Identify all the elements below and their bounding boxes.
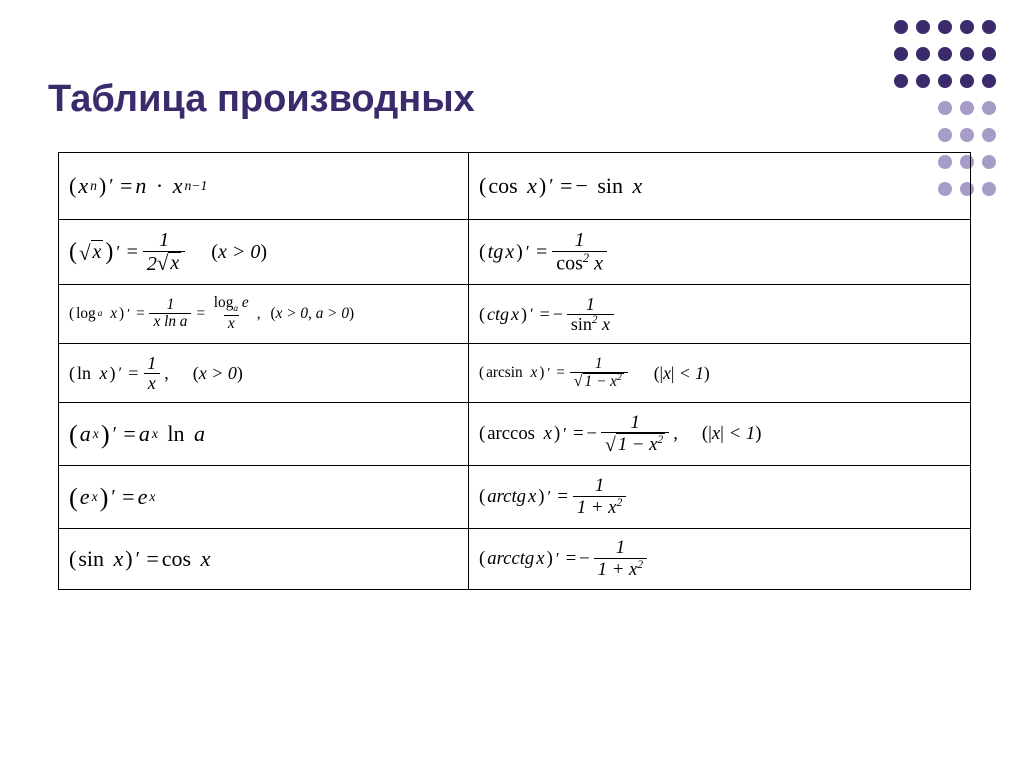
decor-dot [916, 20, 930, 34]
table-row: (ax)′ = ax ln a (arccos x)′ = − 1 √1 − x… [59, 403, 971, 466]
cell-arctg: (arctgx)′ = 1 1 + x2 [469, 466, 971, 529]
cell-sqrt: (√x)′ = 1 2√x (x > 0) [59, 220, 469, 285]
cell-a-to-x: (ax)′ = ax ln a [59, 403, 469, 466]
table-row: (loga x)′ = 1x ln a = loga ex , (x > 0, … [59, 285, 971, 344]
decor-dot [894, 47, 908, 61]
table-row: (sin x)′ = cos x (arcctgx)′ = − 1 1 + x2 [59, 529, 971, 590]
cell-ln: (ln x)′ = 1x , (x > 0) [59, 344, 469, 403]
cell-arcsin: (arcsin x)′ = 1 √1 − x2 (|x| < 1) [469, 344, 971, 403]
decor-dot [938, 20, 952, 34]
decor-dot [982, 20, 996, 34]
cell-sin: (sin x)′ = cos x [59, 529, 469, 590]
cell-ctg: (ctgx)′ = − 1 sin2 x [469, 285, 971, 344]
decor-dot [960, 74, 974, 88]
decor-dot [938, 101, 952, 115]
decor-dot [916, 47, 930, 61]
table-row: (xn)′ = n · xn−1 (cos x)′ = − sin x [59, 153, 971, 220]
cell-tg: (tgx)′ = 1 cos2 x [469, 220, 971, 285]
decor-dot [982, 47, 996, 61]
decor-dot [960, 101, 974, 115]
table-row: (ln x)′ = 1x , (x > 0) (arcsin x)′ = 1 √… [59, 344, 971, 403]
decor-dot [938, 128, 952, 142]
decor-dot [982, 74, 996, 88]
decor-dot [960, 128, 974, 142]
cell-log: (loga x)′ = 1x ln a = loga ex , (x > 0, … [59, 285, 469, 344]
decor-dot [982, 182, 996, 196]
derivatives-table: (xn)′ = n · xn−1 (cos x)′ = − sin x (√x)… [58, 152, 971, 590]
decor-dot [938, 47, 952, 61]
table-row: (ex)′ = ex (arctgx)′ = 1 1 + x2 [59, 466, 971, 529]
cell-cos: (cos x)′ = − sin x [469, 153, 971, 220]
decor-dot [960, 20, 974, 34]
decor-dot [982, 128, 996, 142]
decor-dot [938, 74, 952, 88]
decor-dot [916, 74, 930, 88]
decor-dot [960, 47, 974, 61]
cell-e-to-x: (ex)′ = ex [59, 466, 469, 529]
decor-dot [894, 74, 908, 88]
table-row: (√x)′ = 1 2√x (x > 0) (tgx)′ = 1 cos2 x [59, 220, 971, 285]
decor-dot [894, 20, 908, 34]
page-title: Таблица производных [48, 78, 475, 121]
cell-arcctg: (arcctgx)′ = − 1 1 + x2 [469, 529, 971, 590]
decor-dot [982, 101, 996, 115]
cell-arccos: (arccos x)′ = − 1 √1 − x2 , (|x| < 1) [469, 403, 971, 466]
cell-power-rule: (xn)′ = n · xn−1 [59, 153, 469, 220]
decor-dot [982, 155, 996, 169]
